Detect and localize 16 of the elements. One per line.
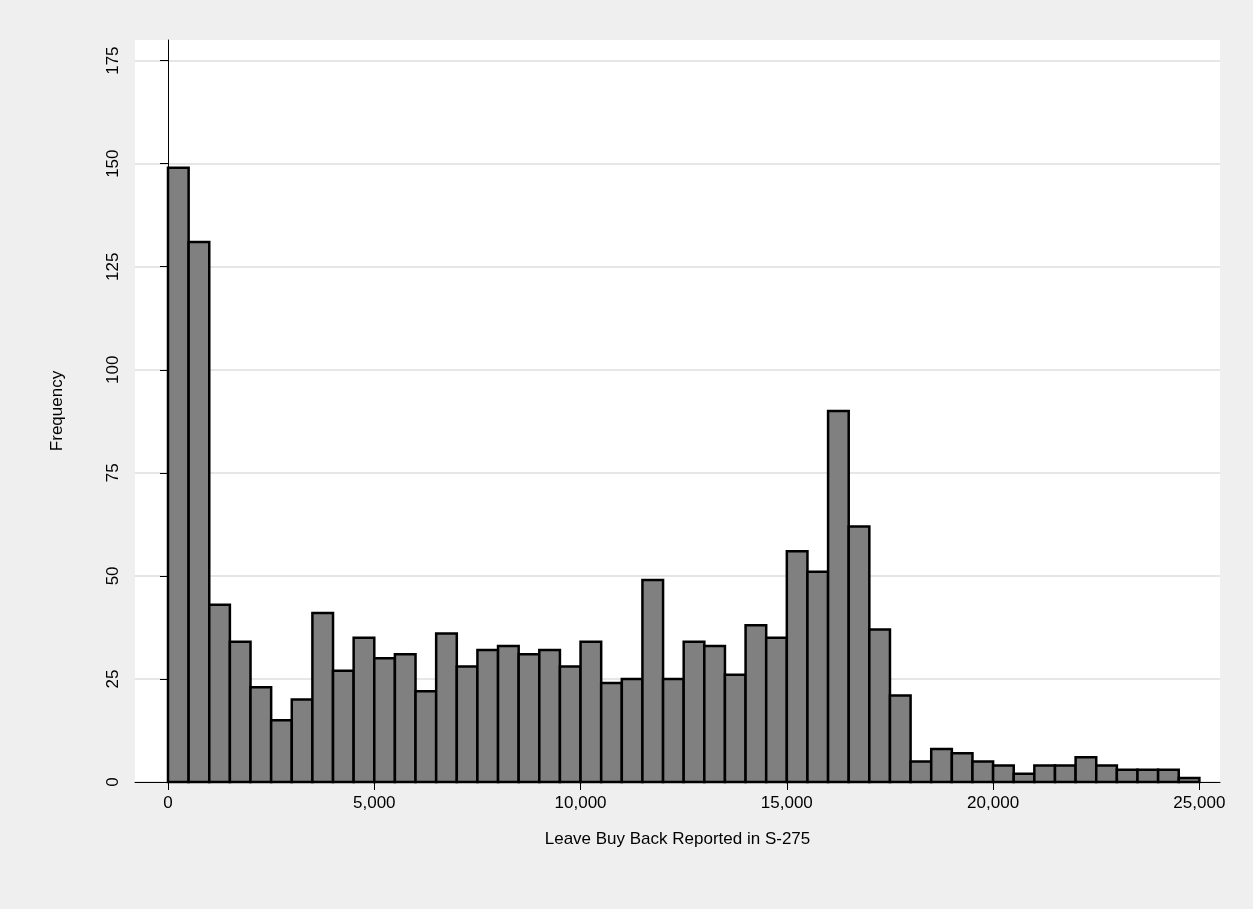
y-tick-label: 75	[103, 463, 122, 483]
x-tick-label: 25,000	[1173, 793, 1226, 812]
y-tick-label: 0	[103, 777, 122, 787]
y-tick-label: 50	[103, 566, 122, 586]
x-axis-title: Leave Buy Back Reported in S-275	[544, 829, 811, 848]
y-tick-label: 175	[103, 46, 122, 75]
y-axis-title: Frequency	[47, 370, 66, 452]
x-tick-label: 5,000	[353, 793, 396, 812]
y-tick-label: 100	[103, 355, 122, 384]
x-tick-label: 0	[163, 793, 173, 812]
x-tick-label: 10,000	[554, 793, 607, 812]
y-tick-label: 25	[103, 669, 122, 689]
x-tick-label: 20,000	[967, 793, 1020, 812]
y-tick-label: 150	[103, 149, 122, 178]
y-tick-label: 125	[103, 252, 122, 281]
x-tick-label: 15,000	[760, 793, 813, 812]
